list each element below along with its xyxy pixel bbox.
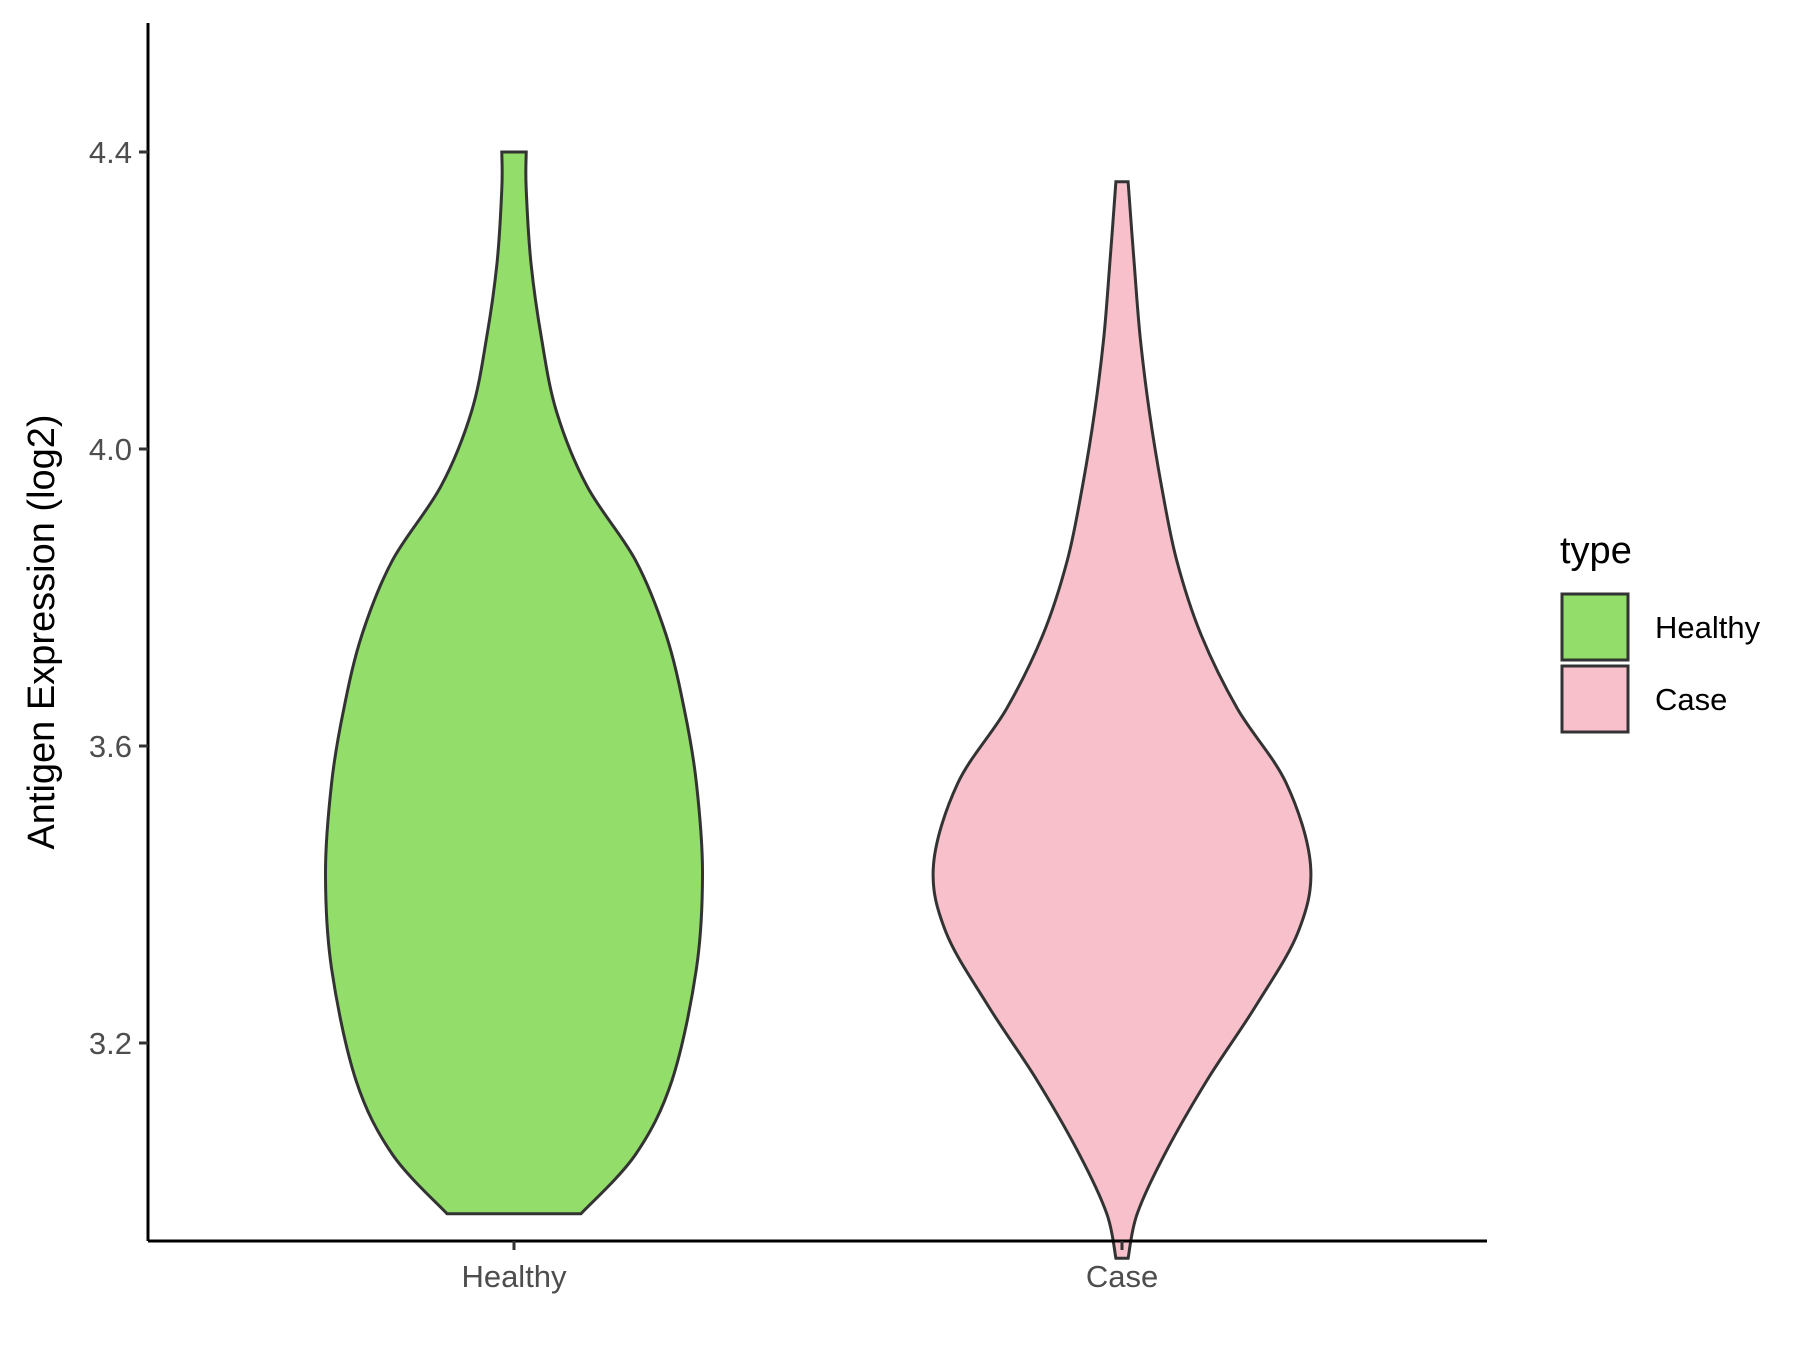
y-ticks: 3.2 3.6 4.0 4.4 (89, 135, 148, 1061)
y-axis-title: Antigen Expression (log2) (21, 414, 63, 849)
legend-label-healthy: Healthy (1655, 610, 1761, 645)
x-ticks: Healthy Case (461, 1241, 1158, 1294)
x-tick-label-healthy: Healthy (461, 1259, 567, 1294)
violin-case (931, 180, 1313, 1260)
x-tick-label-case: Case (1086, 1259, 1158, 1294)
violin-healthy (323, 150, 705, 1216)
y-tick-label: 4.4 (89, 135, 132, 170)
legend: type Healthy Case (1560, 530, 1761, 734)
y-tick-label: 3.6 (89, 729, 132, 764)
legend-label-case: Case (1655, 682, 1727, 717)
legend-key-case (1560, 664, 1630, 734)
violin-layer (323, 150, 1313, 1260)
y-tick-label: 3.2 (89, 1026, 132, 1061)
y-tick-label: 4.0 (89, 432, 132, 467)
legend-title: type (1560, 530, 1632, 572)
legend-key-healthy (1560, 592, 1630, 662)
